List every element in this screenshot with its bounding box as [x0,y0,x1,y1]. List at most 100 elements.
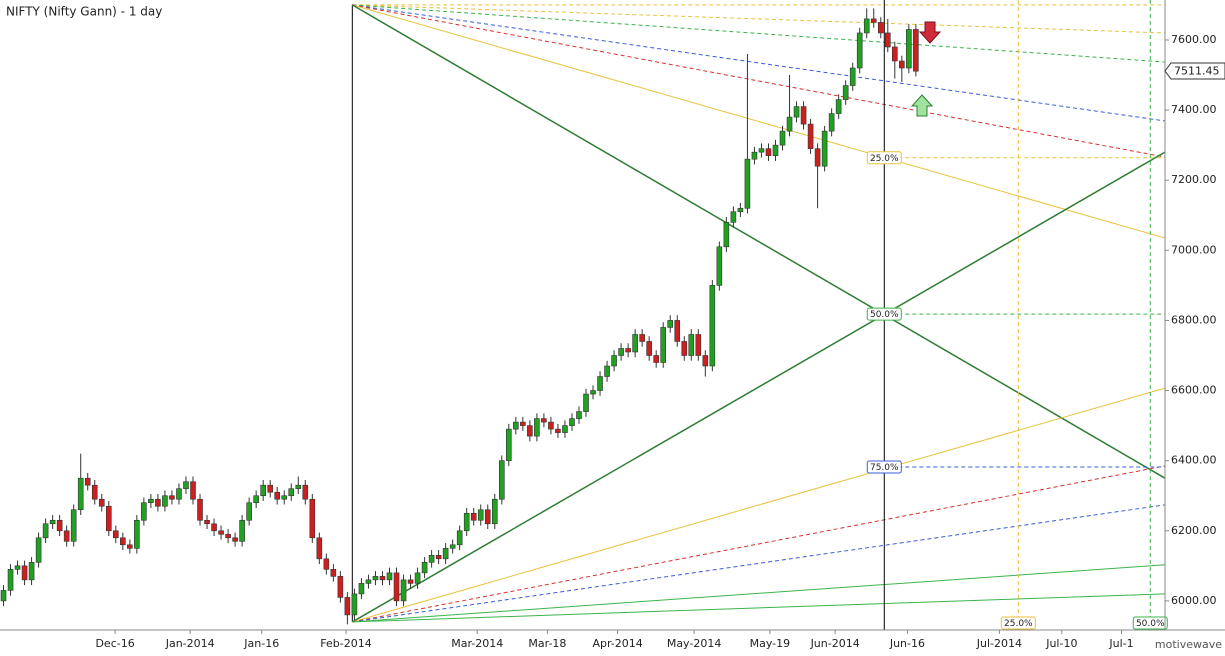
candle-body [913,29,919,72]
x-tick-label: Jan-2014 [165,637,215,650]
candle-body [534,418,540,437]
candle-body [562,425,568,433]
gann-line [352,4,1166,158]
candle-body [225,533,231,539]
candle-body [316,537,323,560]
candle-body [842,85,849,100]
x-tick-label: Mar-18 [528,637,566,650]
y-tick-label: 7200.00 [1171,173,1217,186]
level-label: 75.0% [870,463,899,473]
candle-body [56,519,63,532]
y-tick-label: 6400.00 [1171,454,1217,467]
candle-body [288,488,295,497]
x-tick-label: Feb-2014 [320,637,371,650]
candle-body [800,106,807,125]
candle-body [702,355,709,367]
x-tick-label: Jun-2014 [810,637,860,650]
candle-body [716,246,723,286]
x-tick-label: May-2014 [667,637,722,650]
candle-body [456,530,463,546]
candle-body [730,211,737,223]
candle-body [155,498,161,507]
x-tick-label: May-19 [750,637,791,650]
candle-body [786,116,793,132]
candle-body [253,495,259,504]
candle-body [267,484,273,493]
candle-body [63,530,70,542]
candle-body [793,106,800,118]
candle-body [197,498,203,521]
candle-body [856,32,863,69]
candle-body [112,530,119,539]
candle-body [828,113,835,132]
gann-line [352,4,1166,34]
candle-body [351,593,358,616]
gann-line [352,4,1166,122]
buy-arrow [910,94,934,117]
candle-body [779,130,786,146]
candle-body [681,341,688,356]
level-label-box [866,151,902,165]
watermark: motivewave [1155,638,1222,651]
candle-body [176,488,182,500]
candle-body [611,355,617,367]
candle-body [218,530,224,535]
sell-arrow [918,21,942,44]
candle-body [309,498,316,539]
candle-body [281,495,288,500]
candle-body [758,148,765,153]
candle-body [330,569,337,577]
candle-body [744,158,751,209]
candle-body [688,334,695,356]
candle-body [260,484,266,497]
gann-line [352,4,1166,239]
vertical-label-box [1000,616,1036,630]
level-label-box [866,460,902,474]
candle-body [632,334,638,353]
candle-body [604,365,610,377]
candle-body [0,590,7,602]
candle-body [358,583,365,595]
candle-body [877,22,884,34]
candle-body [892,46,898,62]
x-tick-label: Jul-2014 [976,637,1022,650]
candle-body [49,519,56,525]
candle-body [337,576,344,598]
candle-body [527,425,533,437]
candle-body [849,67,856,86]
candle-body [77,477,84,511]
candle-body [428,555,435,563]
last-price-label: 7511.45 [1174,65,1220,78]
candle-body [120,537,126,546]
x-tick-label: Jul-10 [1045,637,1077,650]
candle-body [625,348,631,353]
candle-body [169,495,175,500]
vertical-label-box [1132,616,1168,630]
candle-body [548,421,554,430]
candle-body [134,519,140,549]
candle-body [491,498,498,525]
candle-body [84,477,91,486]
candle-body [555,428,561,433]
y-tick-label: 6800.00 [1171,313,1217,326]
candle-body [674,320,681,342]
candle-body [821,130,828,167]
candle-body [204,519,210,525]
candle-body [379,576,386,581]
candle-body [435,555,442,560]
x-tick-label: Jan-16 [243,637,279,650]
candle-body [541,418,547,423]
last-price-tag [1164,62,1225,80]
candle-body [835,99,842,114]
candle-body [183,481,189,490]
candle-body [639,334,645,342]
candle-body [407,579,414,584]
candle-body [414,572,421,584]
candle-body [751,151,758,160]
candle-body [372,576,379,581]
candle-body [400,579,407,602]
candle-body [583,393,589,412]
candle-body [513,421,519,430]
candle-body [737,207,744,213]
